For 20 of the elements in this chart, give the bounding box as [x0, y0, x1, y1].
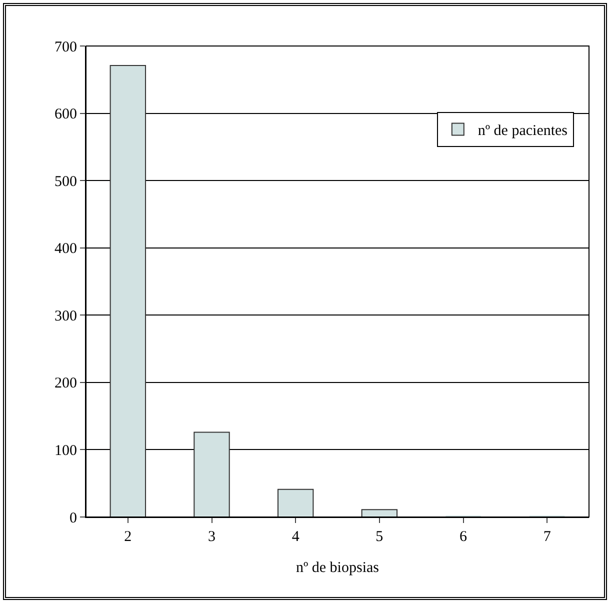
x-tick-label: 4	[292, 529, 300, 545]
x-tick-label: 6	[460, 529, 468, 545]
x-tick-label: 3	[208, 529, 216, 545]
y-tick-label: 100	[54, 442, 77, 459]
legend-label: nº de pacientes	[478, 123, 568, 140]
x-tick-label: 7	[543, 529, 552, 545]
x-axis-title: nº de biopsias	[296, 560, 380, 576]
y-tick-label: 400	[54, 241, 77, 258]
x-tick-label: 5	[376, 529, 384, 545]
bar	[110, 65, 146, 517]
x-tick-label: 2	[124, 529, 132, 545]
y-tick-label: 700	[54, 39, 77, 56]
bar	[277, 488, 314, 517]
y-tick-label: 500	[54, 174, 77, 190]
y-tick-label: 600	[54, 106, 77, 123]
y-tick-label: 0	[70, 510, 77, 526]
bar	[361, 509, 398, 517]
y-tick-label: 300	[54, 308, 77, 324]
y-tick-label: 200	[54, 376, 77, 392]
bar	[194, 432, 230, 517]
